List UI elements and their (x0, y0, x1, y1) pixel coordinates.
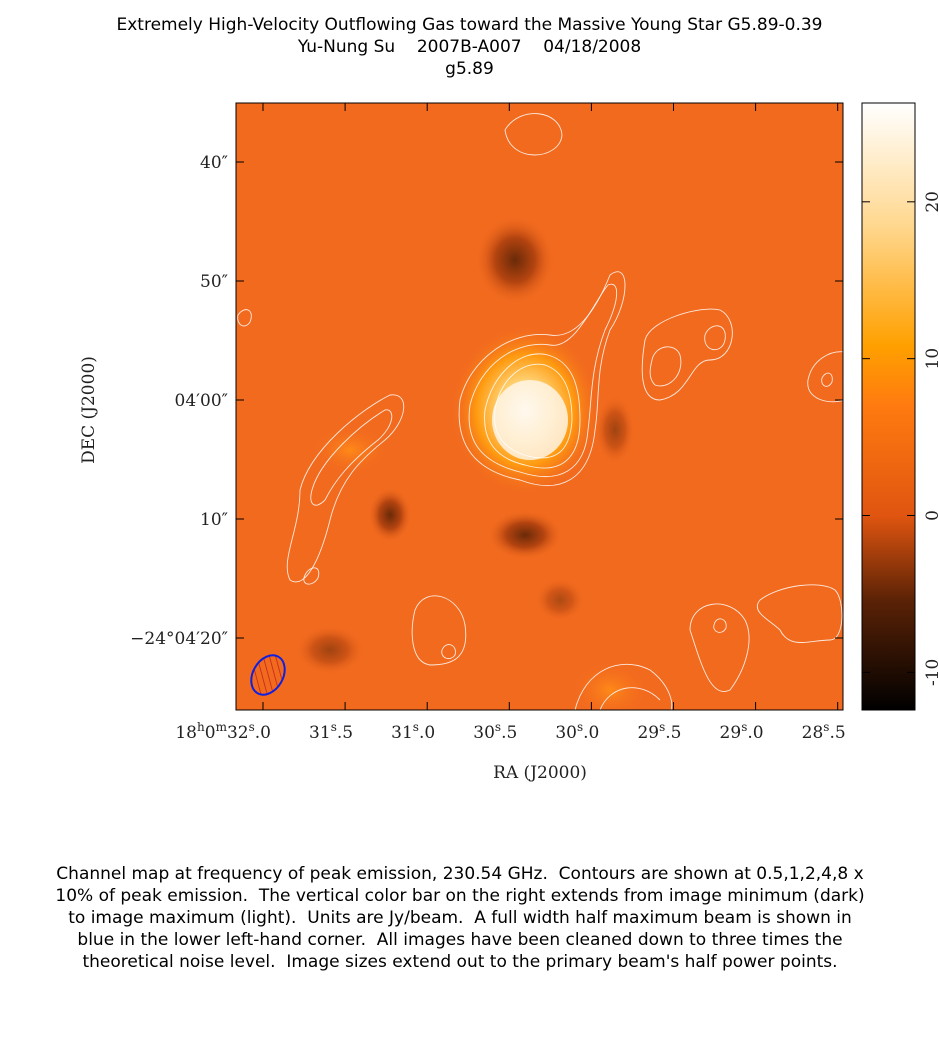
y-tick-label: 40″ (200, 153, 228, 173)
figure: RA (J2000) DEC (J2000) 40″ 50″ 04′00″ 10″ −2… (79, 102, 939, 783)
colorbar-tick-label: 0 (923, 510, 939, 521)
x-tick-part: 18 (175, 723, 197, 743)
project: 2007B-A007 (416, 37, 522, 57)
colorbar-tick-label: 20 (923, 191, 939, 213)
x-tick-label: 29s.0 (720, 720, 764, 743)
plot-frame (235, 102, 844, 711)
x-tick-label: 31s.0 (391, 720, 435, 743)
x-tick-sup: s (577, 720, 583, 734)
x-tick-part: 31 (309, 723, 331, 743)
y-tick-label: 10″ (200, 510, 228, 530)
x-tick-part: 30 (473, 723, 495, 743)
x-tick-sup: m (216, 720, 228, 734)
x-tick-part: .0 (583, 723, 599, 743)
y-tick-label: −24°04′20″ (130, 629, 228, 649)
colorbar-tick-label: -10 (923, 659, 939, 686)
x-tick-part: 32 (227, 723, 249, 743)
x-tick-label: 18h0m32s.0 (175, 720, 271, 743)
colorbar-tick-label: 10 (923, 348, 939, 370)
x-tick-part: .0 (419, 723, 435, 743)
y-tick-label: 04′00″ (175, 391, 228, 411)
caption: Channel map at frequency of peak emissio… (55, 864, 871, 972)
x-tick-label: 30s.5 (473, 720, 517, 743)
y-axis-label: DEC (J2000) (79, 356, 99, 464)
x-tick-label: 31s.5 (309, 720, 353, 743)
meta: Yu-Nung Su 2007B-A007 04/18/2008 (0, 36, 939, 58)
x-axis-label: RA (J2000) (493, 763, 587, 783)
author: Yu-Nung Su (297, 37, 396, 57)
date: 04/18/2008 (543, 37, 642, 57)
header: Extremely High-Velocity Outflowing Gas t… (0, 14, 939, 80)
x-tick-part: 29 (637, 723, 659, 743)
x-tick-part: .5 (665, 723, 681, 743)
x-tick-part: .5 (501, 723, 517, 743)
x-tick-sup: s (659, 720, 665, 734)
x-tick-sup: s (413, 720, 419, 734)
x-tick-part: 31 (391, 723, 413, 743)
colorbar (861, 102, 916, 711)
x-tick-part: .0 (255, 723, 271, 743)
x-tick-sup: s (823, 720, 829, 734)
x-tick-part: .5 (337, 723, 353, 743)
x-tick-label: 29s.5 (637, 720, 681, 743)
title: Extremely High-Velocity Outflowing Gas t… (116, 15, 823, 35)
map-image (236, 103, 843, 710)
x-tick-sup: s (331, 720, 337, 734)
x-tick-part: 29 (720, 723, 742, 743)
x-tick-part: .5 (829, 723, 845, 743)
x-tick-label: 30s.0 (555, 720, 599, 743)
x-tick-label: 28s.5 (802, 720, 846, 743)
y-tick-label: 50″ (200, 272, 228, 292)
source: g5.89 (445, 59, 494, 79)
x-tick-part: 28 (802, 723, 824, 743)
x-tick-sup: s (741, 720, 747, 734)
x-tick-part: .0 (747, 723, 763, 743)
x-tick-part: 30 (555, 723, 577, 743)
x-tick-sup: h (197, 720, 205, 734)
x-tick-part: 0 (205, 723, 216, 743)
x-tick-sup: s (495, 720, 501, 734)
x-tick-sup: s (249, 720, 255, 734)
beam (250, 654, 286, 696)
